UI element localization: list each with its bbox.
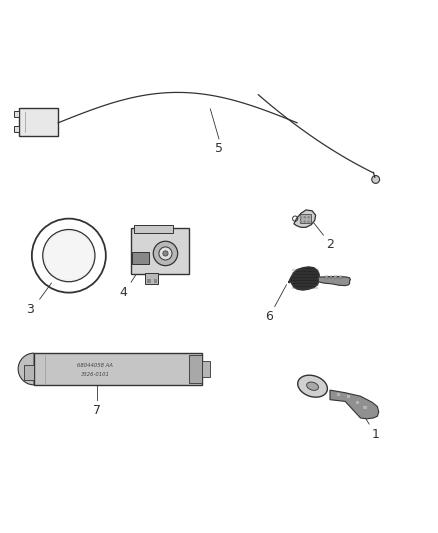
Circle shape — [304, 216, 306, 219]
Ellipse shape — [298, 375, 328, 397]
Bar — [154, 279, 157, 283]
Bar — [325, 276, 328, 278]
Bar — [300, 214, 311, 223]
Bar — [339, 276, 342, 278]
Bar — [329, 276, 332, 278]
Bar — [201, 361, 210, 377]
Circle shape — [304, 220, 306, 223]
Polygon shape — [289, 267, 319, 290]
Bar — [25, 365, 35, 379]
Circle shape — [372, 175, 380, 183]
Circle shape — [307, 220, 310, 223]
Bar — [14, 111, 19, 117]
Text: 5: 5 — [215, 142, 223, 156]
Bar — [147, 279, 151, 283]
Text: 3326-0101: 3326-0101 — [81, 372, 110, 377]
Bar — [364, 406, 367, 409]
Ellipse shape — [307, 382, 318, 390]
Text: 2: 2 — [326, 238, 334, 251]
Bar — [347, 395, 350, 398]
Polygon shape — [294, 210, 316, 228]
Circle shape — [45, 232, 93, 279]
Bar — [145, 273, 158, 284]
Bar — [134, 225, 173, 233]
Wedge shape — [18, 353, 34, 385]
Circle shape — [163, 251, 168, 256]
Text: 3: 3 — [26, 303, 34, 317]
Circle shape — [153, 241, 178, 265]
Bar — [356, 400, 359, 403]
Circle shape — [300, 220, 302, 223]
Text: 7: 7 — [93, 403, 101, 417]
Bar — [34, 353, 201, 385]
Text: 68044058 AA: 68044058 AA — [77, 362, 113, 368]
Polygon shape — [318, 277, 350, 286]
Circle shape — [43, 230, 95, 282]
Circle shape — [307, 216, 310, 219]
Text: 1: 1 — [372, 427, 380, 441]
Bar — [334, 276, 337, 278]
Bar — [14, 126, 19, 133]
Bar — [131, 228, 189, 274]
Bar — [337, 393, 340, 396]
Text: 4: 4 — [119, 286, 127, 299]
Text: 6: 6 — [265, 310, 273, 323]
Bar — [188, 355, 201, 383]
Bar — [19, 108, 58, 136]
Circle shape — [159, 247, 172, 260]
Circle shape — [300, 216, 302, 219]
Polygon shape — [330, 390, 379, 419]
Bar — [132, 252, 149, 264]
